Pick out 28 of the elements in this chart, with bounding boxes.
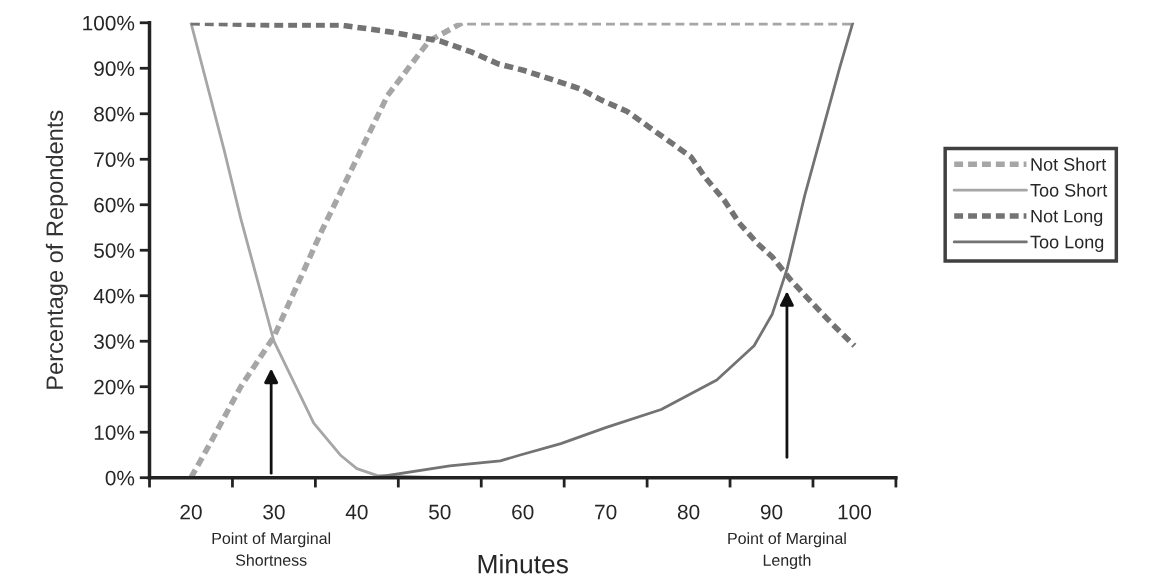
- legend-label: Not Long: [1031, 209, 1103, 227]
- x-axis-title: Minutes: [478, 554, 568, 574]
- y-tick-label: 80%: [94, 106, 135, 122]
- x-tick-label: 50: [429, 504, 451, 520]
- y-tick-label: 50%: [94, 243, 135, 258]
- x-tick-label: 20: [180, 504, 202, 520]
- y-tick-label: 100%: [83, 15, 135, 31]
- legend-label: Not Short: [1031, 157, 1107, 171]
- y-tick-label: 30%: [94, 334, 135, 349]
- y-axis-title: Percentage of Repondents: [45, 110, 68, 389]
- x-tick-label: 40: [345, 504, 368, 520]
- y-tick-label: 20%: [94, 379, 135, 395]
- x-tick-label: 100: [838, 504, 872, 520]
- y-tick-label: 0%: [105, 470, 135, 486]
- legend-label: Too Long: [1030, 235, 1104, 252]
- x-tick-label: 70: [595, 504, 617, 520]
- y-tick-label: 90%: [94, 61, 135, 77]
- y-tick-label: 70%: [94, 152, 135, 168]
- text: Point of Marginal Shortness: [212, 532, 331, 566]
- y-tick-label: 40%: [93, 288, 135, 304]
- x-tick-label: 60: [512, 504, 534, 520]
- text: Point of Marginal Length: [728, 532, 846, 570]
- x-tick-label: 30: [263, 504, 285, 520]
- x-tick-label: 90: [760, 504, 783, 520]
- legend-label: Too Short: [1030, 183, 1108, 197]
- x-tick-label: 80: [677, 504, 700, 520]
- y-tick-label: 60%: [94, 197, 135, 213]
- y-tick-label: 10%: [94, 425, 135, 440]
